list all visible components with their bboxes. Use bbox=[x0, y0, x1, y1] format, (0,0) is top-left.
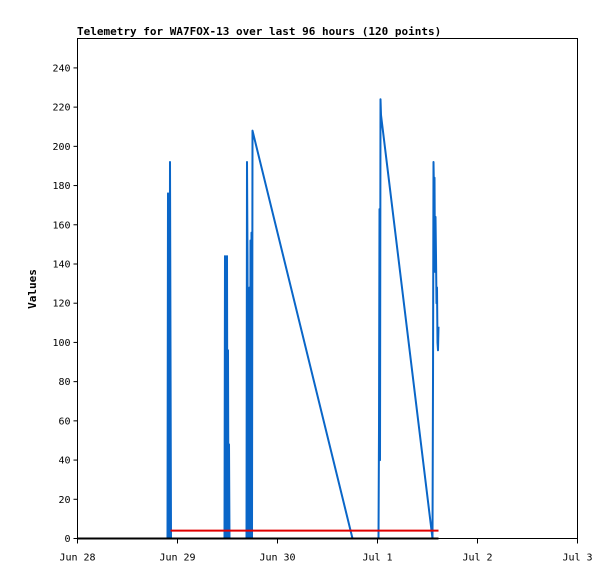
y-tick-label: 60 bbox=[58, 416, 70, 427]
y-tick-label: 200 bbox=[52, 142, 70, 153]
y-tick-label: 160 bbox=[52, 220, 70, 231]
chart-title: Telemetry for WA7FOX-13 over last 96 hou… bbox=[77, 25, 441, 38]
y-axis-label: Values bbox=[26, 269, 39, 309]
x-tick-label: Jul 2 bbox=[462, 553, 492, 564]
y-tick-label: 20 bbox=[58, 495, 70, 506]
x-tick-label: Jul 3 bbox=[562, 553, 592, 564]
x-tick-label: Jun 30 bbox=[259, 553, 295, 564]
y-tick-label: 40 bbox=[58, 456, 70, 467]
plot-area bbox=[77, 38, 578, 539]
x-tick-label: Jun 29 bbox=[159, 553, 195, 564]
x-axis: Jun 28 Jun 29 Jun 30 Jul 1 Jul 2 Jul 3 bbox=[59, 538, 593, 564]
y-tick-label: 180 bbox=[52, 181, 70, 192]
x-tick-label: Jun 28 bbox=[59, 553, 95, 564]
y-tick-label: 0 bbox=[64, 534, 70, 545]
y-axis: 0 20 40 60 80 100 120 140 160 180 200 220 240 bbox=[52, 63, 78, 545]
y-tick-label: 220 bbox=[52, 103, 70, 114]
y-tick-label: 140 bbox=[52, 259, 70, 270]
y-tick-label: 100 bbox=[52, 338, 70, 349]
x-tick-label: Jul 1 bbox=[362, 553, 392, 564]
series-line-1 bbox=[166, 98, 440, 540]
y-tick-label: 80 bbox=[58, 377, 70, 388]
y-tick-label: 120 bbox=[52, 299, 70, 310]
series-layer bbox=[77, 98, 440, 540]
y-tick-label: 240 bbox=[52, 63, 70, 74]
